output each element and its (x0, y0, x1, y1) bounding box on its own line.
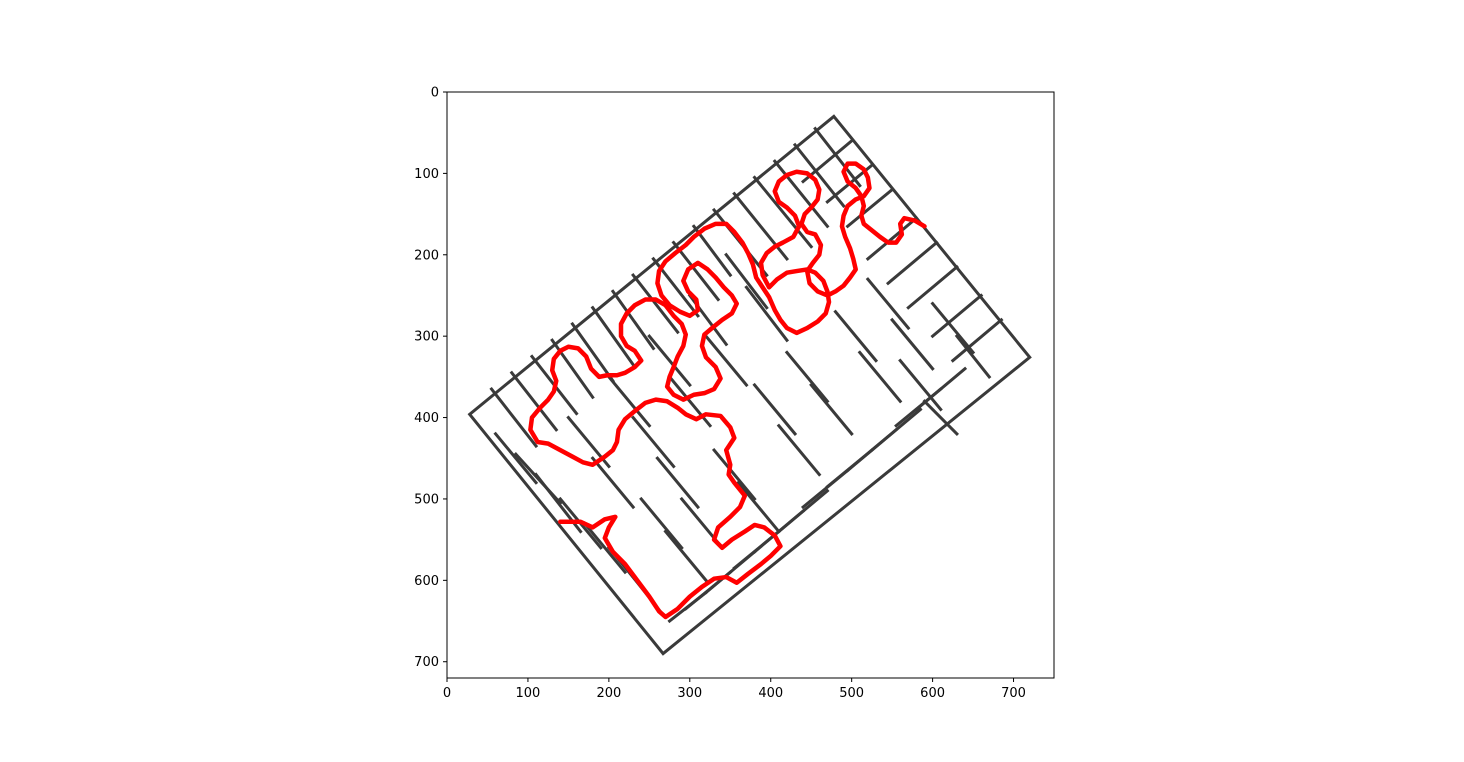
maze-wall (894, 386, 943, 428)
maze-wall (865, 277, 911, 331)
maze-wall (703, 334, 749, 388)
maze-wall (845, 187, 895, 229)
maze-wall (809, 382, 854, 436)
x-tick-label: 700 (1001, 686, 1026, 701)
maze-wall (582, 521, 628, 575)
y-tick-label: 500 (414, 492, 439, 507)
solution-path (528, 161, 927, 620)
maze-wall (772, 159, 830, 229)
maze-wall (857, 350, 903, 404)
maze-wall (930, 293, 984, 339)
maze-wall (590, 456, 636, 510)
maze-wall (885, 240, 939, 286)
maze-wall (631, 273, 680, 335)
y-tick-label: 0 (431, 86, 439, 101)
maze-wall (930, 301, 976, 355)
maze-wall (667, 590, 709, 624)
maze-wall (865, 216, 919, 261)
maze-wall (950, 317, 1004, 363)
solution-path-line (528, 161, 927, 620)
x-tick-label: 200 (596, 686, 621, 701)
maze-wall (570, 321, 616, 384)
maze-wall (744, 285, 790, 343)
maze-wall (800, 468, 850, 510)
y-tick-label: 600 (414, 574, 439, 589)
maze-wall (813, 126, 862, 188)
maze-wall (711, 447, 757, 502)
y-tick-label: 300 (414, 330, 439, 345)
maze-wall (610, 289, 656, 351)
maze-wall (724, 252, 769, 310)
x-axis: 0 100 200 300 400 500 600 700 (443, 678, 1026, 701)
maze-wall (922, 399, 960, 436)
maze-wall (890, 317, 935, 371)
x-tick-label: 0 (443, 686, 451, 701)
x-tick-label: 500 (839, 686, 864, 701)
maze-wall (833, 309, 879, 363)
maze-wall (954, 334, 992, 379)
maze-wall (906, 264, 959, 310)
maze-wall (590, 305, 636, 367)
maze-wall (663, 529, 709, 583)
y-axis: 0 100 200 300 400 500 600 700 (414, 86, 447, 670)
maze-wall (606, 374, 652, 428)
plot-area (446, 91, 1055, 679)
x-tick-label: 600 (920, 686, 945, 701)
maze-wall (493, 431, 539, 485)
maze-wall (489, 386, 539, 449)
axes-frame (446, 91, 1055, 679)
maze-wall (898, 358, 943, 412)
maze-wall (784, 350, 830, 404)
maze-wall (639, 496, 684, 550)
maze-wall (655, 456, 701, 510)
maze-wall (752, 382, 798, 436)
maze-wall (736, 480, 781, 534)
maze-wall (671, 240, 721, 302)
y-tick-label: 400 (414, 411, 439, 426)
maze-wall (752, 175, 814, 249)
maze-wall (647, 334, 692, 388)
maze-wall (776, 423, 822, 477)
maze-wall (509, 370, 559, 432)
maze-wall (631, 415, 676, 469)
x-tick-label: 300 (677, 686, 702, 701)
y-tick-label: 700 (414, 655, 439, 670)
y-tick-label: 100 (414, 167, 439, 182)
y-tick-label: 200 (414, 248, 439, 263)
x-tick-label: 400 (758, 686, 783, 701)
x-tick-label: 100 (516, 686, 541, 701)
maze-wall (732, 191, 790, 261)
